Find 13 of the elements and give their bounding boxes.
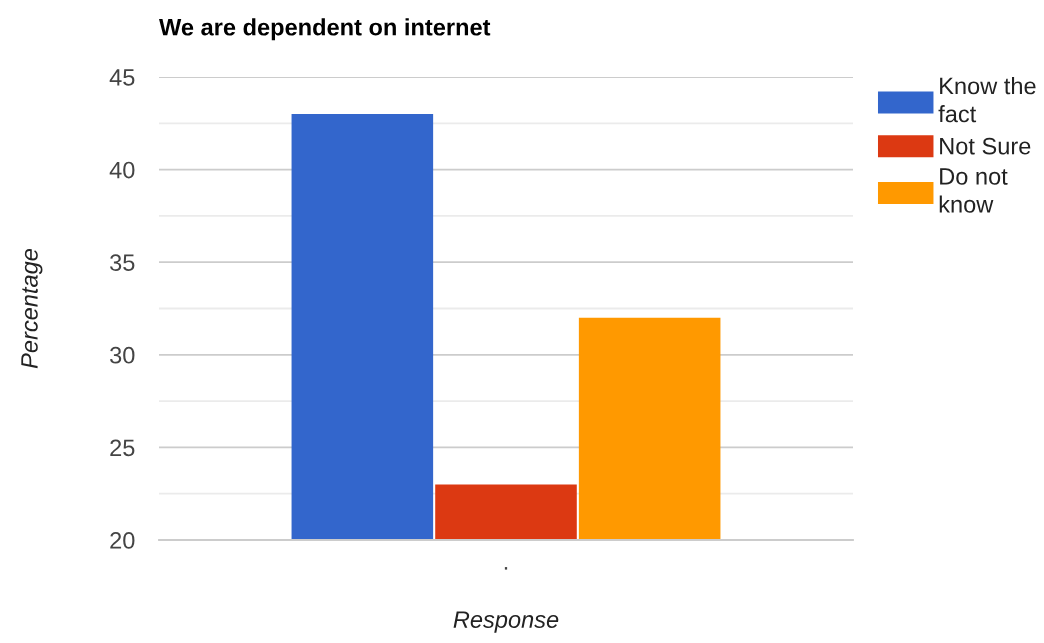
chart-title: We are dependent on internet bbox=[159, 18, 491, 41]
y-axis-title: Percentage bbox=[21, 248, 43, 369]
y-tick-label: 45 bbox=[109, 69, 135, 86]
y-tick-label: 40 bbox=[109, 161, 135, 179]
legend-label: Not Sure bbox=[940, 137, 1031, 155]
legend-label: Know the fact bbox=[938, 77, 1036, 123]
y-tick-label: 30 bbox=[110, 346, 135, 364]
x-tick-label: . bbox=[504, 567, 508, 570]
y-tick-label: 35 bbox=[110, 254, 135, 271]
y-tick-label: 25 bbox=[110, 439, 135, 457]
y-tick-label: 20 bbox=[110, 532, 135, 549]
x-axis-title: Response bbox=[453, 611, 559, 633]
legend-label: Do not know bbox=[939, 168, 1008, 213]
